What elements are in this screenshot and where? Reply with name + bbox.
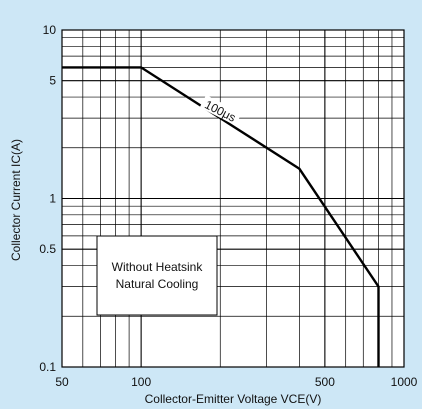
- y-tick-label: 0.1: [39, 360, 56, 374]
- y-tick-label: 5: [49, 74, 56, 88]
- note-box: Without Heatsink Natural Cooling: [96, 235, 218, 316]
- x-tick-label: 1000: [391, 375, 418, 389]
- y-tick-label: 1: [49, 192, 56, 206]
- grid-lines: [62, 30, 404, 367]
- x-tick-label: 500: [315, 375, 335, 389]
- x-tick-label: 50: [55, 375, 69, 389]
- x-axis-ticks: 50 100 500 1000: [55, 375, 417, 389]
- x-tick-label: 100: [131, 375, 151, 389]
- y-axis-label: Collector Current IC(A): [9, 139, 23, 261]
- x-axis-label: Collector-Emitter Voltage VCE(V): [145, 392, 322, 406]
- y-tick-label: 10: [43, 23, 57, 37]
- series-layer: [62, 66, 380, 367]
- y-axis-ticks: 0.1 0.5 1 5 10: [39, 23, 56, 374]
- note-line-2: Natural Cooling: [116, 277, 199, 291]
- series-line: [62, 66, 380, 367]
- note-line-1: Without Heatsink: [112, 260, 204, 274]
- annotation-bg: [199, 94, 242, 126]
- y-tick-label: 0.5: [39, 242, 56, 256]
